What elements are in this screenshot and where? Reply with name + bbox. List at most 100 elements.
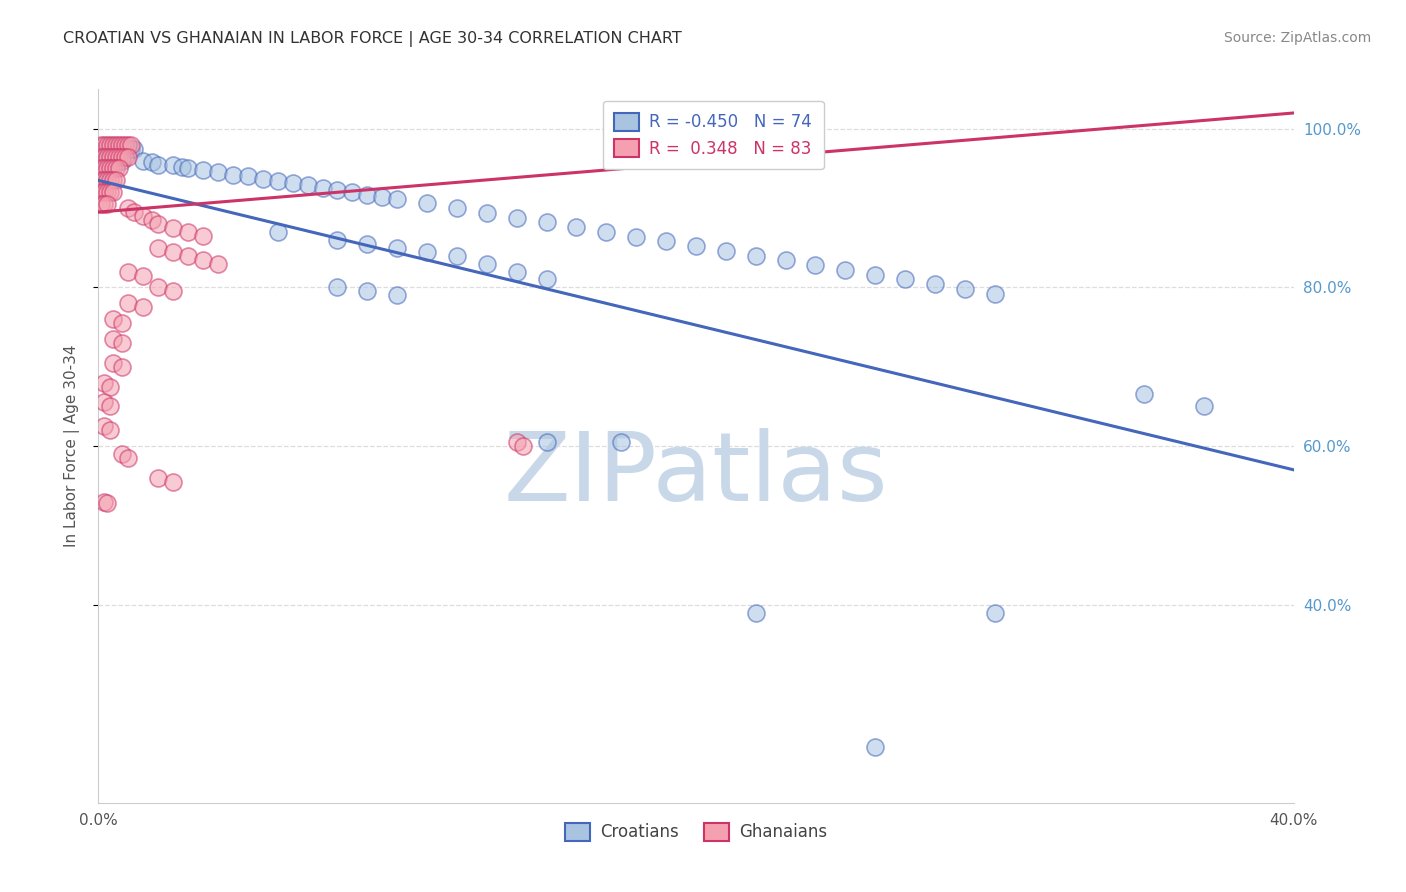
Point (655, 235, 678, 249)
Point (111, 153, 134, 168)
Point (416, 244, 439, 259)
Point (416, 196, 439, 211)
Point (108, 150, 131, 164)
Legend: Croatians, Ghanaians: Croatians, Ghanaians (558, 816, 834, 848)
Point (103, 150, 125, 164)
Point (984, 606, 1007, 620)
Point (103, 153, 125, 168)
Point (536, 272, 558, 286)
Point (93, 197, 115, 211)
Point (103, 356, 125, 370)
Point (114, 137, 136, 152)
Point (385, 192, 409, 206)
Point (96, 173, 118, 187)
Point (162, 475, 184, 489)
Point (162, 285, 184, 299)
Point (114, 150, 136, 164)
Point (506, 264, 529, 278)
Point (96, 137, 118, 152)
Point (108, 137, 131, 152)
Point (132, 300, 155, 314)
Point (105, 142, 128, 156)
Point (111, 335, 134, 350)
Point (132, 153, 155, 168)
Point (385, 241, 409, 255)
Point (96, 142, 118, 156)
Point (93, 419, 115, 434)
Point (162, 244, 184, 259)
Point (90, 161, 112, 176)
Point (177, 249, 200, 263)
Point (236, 169, 259, 184)
Point (124, 205, 146, 219)
Point (326, 233, 349, 247)
Point (103, 312, 125, 326)
Point (191, 163, 214, 178)
Point (536, 435, 558, 450)
Point (98, 423, 122, 437)
Point (98, 153, 122, 168)
Point (117, 142, 139, 156)
Point (105, 173, 128, 187)
Point (111, 447, 134, 461)
Point (96, 186, 118, 200)
Point (865, 268, 887, 282)
Point (93, 142, 115, 156)
Point (1192, 400, 1215, 414)
Point (93, 153, 115, 168)
Point (105, 150, 128, 164)
Point (172, 160, 194, 174)
Point (311, 180, 333, 194)
Point (177, 161, 200, 176)
Point (114, 142, 136, 156)
Point (745, 606, 768, 620)
Point (98, 173, 122, 187)
Point (117, 137, 139, 152)
Point (90, 173, 112, 187)
Point (103, 142, 125, 156)
Point (108, 142, 131, 156)
Text: ZIPatlas: ZIPatlas (503, 428, 889, 521)
Point (924, 277, 946, 292)
Point (117, 450, 139, 465)
Point (207, 165, 229, 179)
Point (297, 178, 319, 193)
Point (356, 187, 378, 202)
Point (342, 186, 364, 200)
Point (96, 496, 118, 510)
Point (267, 225, 290, 239)
Point (626, 229, 648, 244)
Point (132, 209, 155, 223)
Point (98, 150, 122, 164)
Point (90, 150, 112, 164)
Point (1133, 387, 1156, 401)
Point (90, 197, 112, 211)
Point (834, 263, 856, 277)
Point (148, 241, 170, 255)
Y-axis label: In Labor Force | Age 30-34: In Labor Force | Age 30-34 (65, 344, 80, 548)
Point (111, 359, 134, 374)
Point (103, 332, 125, 346)
Point (103, 186, 125, 200)
Point (148, 280, 170, 294)
Point (685, 239, 707, 253)
Point (98, 161, 122, 176)
Point (98, 137, 122, 152)
Point (132, 268, 155, 283)
Point (894, 272, 917, 286)
Point (191, 252, 214, 267)
Point (267, 174, 290, 188)
Point (117, 150, 139, 164)
Point (90, 186, 112, 200)
Point (93, 137, 115, 152)
Point (93, 173, 115, 187)
Point (512, 439, 534, 453)
Point (775, 253, 797, 268)
Point (162, 157, 184, 171)
Point (141, 213, 163, 227)
Point (96, 161, 118, 176)
Point (191, 228, 214, 243)
Point (148, 471, 170, 485)
Point (714, 244, 737, 258)
Point (565, 220, 588, 235)
